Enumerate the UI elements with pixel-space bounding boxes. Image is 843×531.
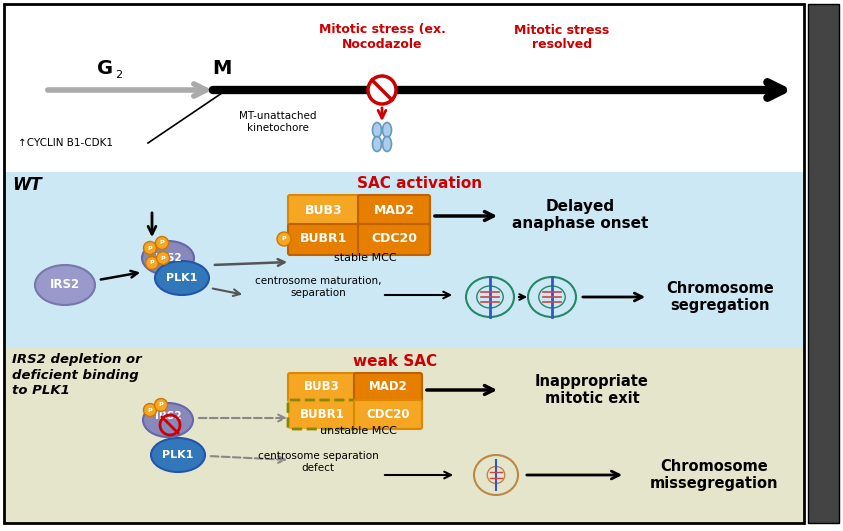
Text: BUB3: BUB3	[304, 381, 340, 393]
Circle shape	[368, 76, 396, 104]
Text: Mitotic stress: Mitotic stress	[514, 23, 609, 37]
Text: stable MCC: stable MCC	[334, 253, 396, 263]
FancyBboxPatch shape	[288, 400, 356, 429]
Circle shape	[155, 236, 169, 250]
Bar	[4, 347, 804, 523]
Text: WT: WT	[12, 176, 42, 194]
Text: CDC20: CDC20	[371, 233, 417, 245]
Circle shape	[146, 256, 158, 270]
Text: Nocodazole: Nocodazole	[341, 38, 422, 50]
FancyBboxPatch shape	[288, 195, 360, 226]
Text: weak SAC: weak SAC	[353, 355, 437, 370]
Ellipse shape	[142, 241, 194, 275]
Ellipse shape	[373, 123, 382, 138]
Circle shape	[277, 232, 291, 246]
Circle shape	[154, 398, 168, 412]
Text: Delayed
anaphase onset: Delayed anaphase onset	[512, 199, 648, 231]
FancyBboxPatch shape	[288, 373, 356, 402]
Text: G: G	[97, 58, 113, 78]
FancyBboxPatch shape	[288, 224, 360, 255]
Text: P: P	[161, 255, 165, 261]
Text: BUB3: BUB3	[305, 203, 343, 217]
Text: P: P	[150, 261, 154, 266]
Text: MAD2: MAD2	[368, 381, 407, 393]
Text: ↑CYCLIN B1-CDK1: ↑CYCLIN B1-CDK1	[18, 138, 113, 148]
Text: P: P	[158, 402, 164, 407]
Text: Chromosome
missegregation: Chromosome missegregation	[650, 459, 778, 491]
Text: PLK1: PLK1	[166, 273, 198, 283]
Text: IRS2: IRS2	[154, 253, 181, 263]
Text: P: P	[148, 245, 153, 251]
Text: Inappropriate
mitotic exit: Inappropriate mitotic exit	[535, 374, 649, 406]
FancyBboxPatch shape	[354, 400, 422, 429]
Bar	[4, 172, 804, 347]
Text: P: P	[148, 407, 153, 413]
FancyBboxPatch shape	[358, 195, 430, 226]
Text: MT-unattached
kinetochore: MT-unattached kinetochore	[239, 111, 317, 133]
Text: CDC20: CDC20	[366, 407, 410, 421]
Text: Chromosome
segregation: Chromosome segregation	[666, 281, 774, 313]
Text: PLK1: PLK1	[163, 450, 194, 460]
Ellipse shape	[383, 136, 391, 151]
Text: IRS2: IRS2	[154, 411, 181, 421]
Text: P: P	[159, 241, 164, 245]
Text: IRS2 depletion or
deficient binding
to PLK1: IRS2 depletion or deficient binding to P…	[12, 354, 142, 397]
Ellipse shape	[373, 136, 382, 151]
Ellipse shape	[35, 265, 95, 305]
Text: M: M	[212, 58, 232, 78]
Bar	[4, 4, 804, 172]
Circle shape	[143, 404, 157, 416]
Ellipse shape	[151, 438, 205, 472]
Bar	[808, 4, 839, 523]
Text: resolved: resolved	[532, 38, 592, 50]
Text: P: P	[282, 236, 287, 242]
Text: centrosome maturation,
separation: centrosome maturation, separation	[255, 276, 381, 298]
Text: BUBR1: BUBR1	[300, 233, 347, 245]
Text: Mitotic stress (ex.: Mitotic stress (ex.	[319, 23, 445, 37]
Text: centrosome separation
defect: centrosome separation defect	[258, 451, 379, 473]
Text: BUBR1: BUBR1	[299, 407, 345, 421]
Text: MAD2: MAD2	[373, 203, 415, 217]
Text: IRS2: IRS2	[50, 278, 80, 292]
Circle shape	[143, 242, 157, 254]
Ellipse shape	[155, 261, 209, 295]
Ellipse shape	[143, 403, 193, 437]
FancyBboxPatch shape	[358, 224, 430, 255]
Ellipse shape	[383, 123, 391, 138]
Text: unstable MCC: unstable MCC	[319, 426, 396, 436]
Text: SAC activation: SAC activation	[357, 176, 482, 191]
Text: 2: 2	[115, 70, 122, 80]
FancyBboxPatch shape	[354, 373, 422, 402]
Circle shape	[157, 252, 169, 264]
